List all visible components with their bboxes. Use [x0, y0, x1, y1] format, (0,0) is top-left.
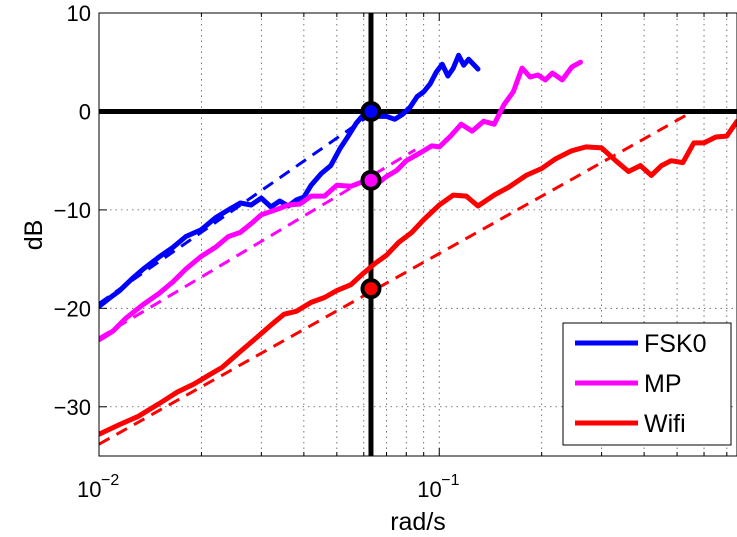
reference-lines — [99, 13, 737, 456]
marker-point-1 — [360, 169, 382, 191]
x-tick-label: 10 −2 — [77, 472, 119, 502]
y-tick-label: −20 — [54, 296, 91, 321]
x-tick-label-exponent: −2 — [101, 472, 119, 489]
y-axis-label: dB — [20, 220, 48, 251]
legend-label-wifi: Wifi — [644, 410, 686, 438]
legend: FSK0 MP Wifi — [562, 322, 732, 446]
x-axis-label: rad/s — [390, 508, 446, 536]
marker-point-2 — [360, 278, 382, 300]
legend-label-mp: MP — [644, 370, 682, 398]
plot-frame — [98, 12, 737, 457]
y-tick-label: 10 — [67, 1, 91, 26]
fit-line-2 — [99, 111, 692, 446]
series-line-wifi — [99, 118, 737, 437]
x-tick-label-base: 10 — [417, 477, 441, 502]
y-tick-label: −30 — [54, 395, 91, 420]
marker-point-0 — [360, 100, 382, 122]
markers — [360, 100, 382, 300]
y-tick-label: −10 — [54, 198, 91, 223]
series-line-fsk0 — [99, 52, 481, 309]
x-tick-label-base: 10 — [77, 477, 101, 502]
x-tick-label: 10 −1 — [417, 472, 459, 502]
legend-label-fsk0: FSK0 — [644, 330, 707, 358]
x-tick-label-exponent: −1 — [441, 472, 459, 489]
y-tick-label: 0 — [79, 99, 91, 124]
